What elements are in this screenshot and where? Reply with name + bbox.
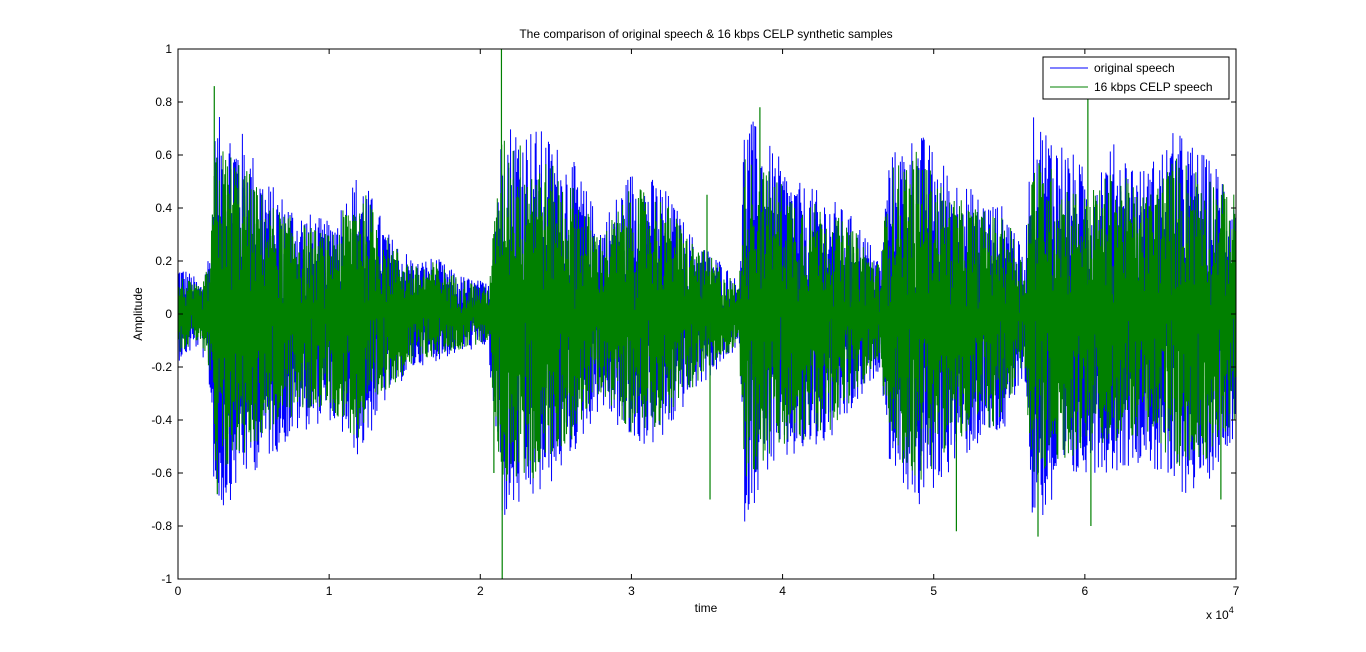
y-tick-label: 0.8 [155,95,172,109]
y-tick-label: 0.4 [155,201,172,215]
x-exponent-base: x 10 [1206,608,1229,622]
legend-label-celp: 16 kbps CELP speech [1094,80,1213,94]
chart-title: The comparison of original speech & 16 k… [519,27,892,41]
legend-box [1042,56,1230,100]
x-exponent-label: x 104 [1206,605,1234,622]
x-tick-label: 6 [1082,584,1089,598]
x-exponent-power: 4 [1229,605,1234,615]
y-tick-label: -1 [161,572,172,586]
y-tick-label: 0.6 [155,148,172,162]
x-tick-label: 4 [779,584,786,598]
y-tick-label: 0.2 [155,254,172,268]
y-tick-label: 0 [165,307,172,321]
x-tick-label: 2 [477,584,484,598]
ticks-layer: 0 1 2 3 4 5 6 7 -1 -0.8 -0.6 -0.4 -0.2 0 0.2 0.4 0.6 0.8 1 [151,42,1239,598]
legend: original speech 16 kbps CELP speech [1042,56,1230,100]
y-axis-label: Amplitude [131,287,145,341]
y-tick-label: -0.6 [151,466,172,480]
y-tick-label: -0.8 [151,519,172,533]
x-tick-label: 7 [1233,584,1240,598]
y-tick-label: 1 [165,42,172,56]
x-tick-label: 3 [628,584,635,598]
series-layer [177,49,1237,579]
x-axis-label: time [695,601,718,615]
x-tick-label: 0 [175,584,182,598]
y-tick-label: -0.2 [151,360,172,374]
legend-label-original: original speech [1094,61,1175,75]
x-tick-label: 5 [930,584,937,598]
y-tick-label: -0.4 [151,413,172,427]
x-tick-label: 1 [326,584,333,598]
